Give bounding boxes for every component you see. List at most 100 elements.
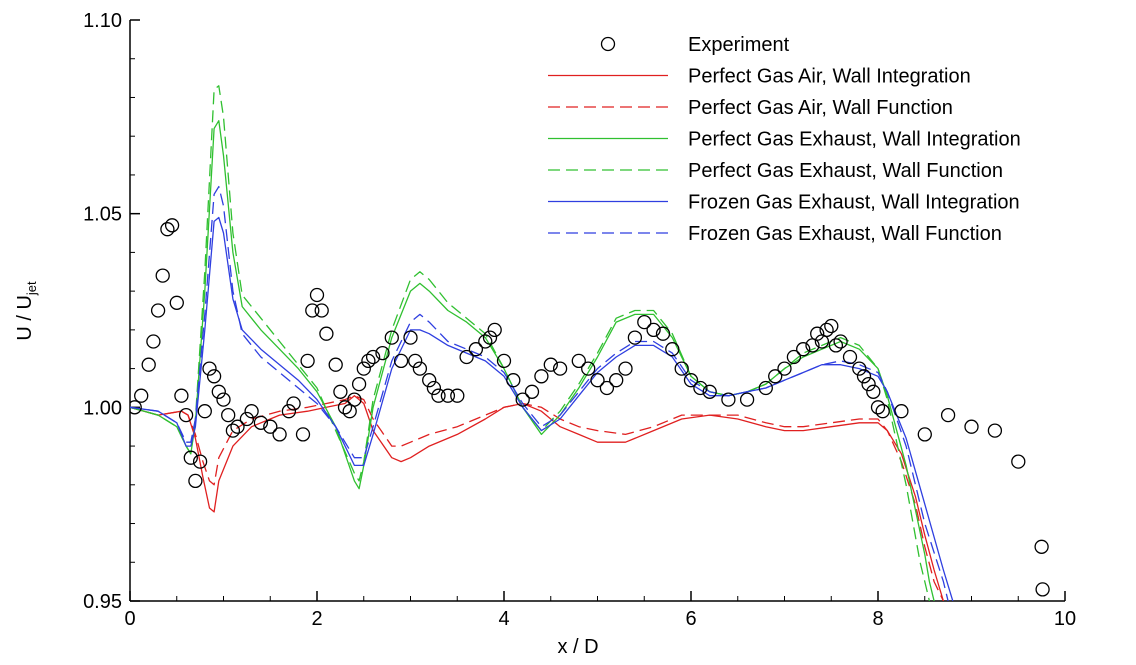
experiment-point [683,373,699,388]
x-tick-label: 8 [872,608,883,630]
experiment-point [758,380,773,396]
experiment-point [894,404,909,419]
experiment-point [160,222,175,237]
experiment-point [1035,582,1050,597]
x-tick-label: 10 [1054,608,1076,630]
experiment-point [206,369,222,384]
experiment-point [450,388,465,403]
experiment-point [796,342,811,357]
experiment-point [183,450,198,465]
experiment-point [810,326,825,341]
experiment-point [609,373,624,388]
experiment-point [440,388,456,403]
experiment-point [244,404,259,419]
experiment-point [216,392,231,407]
series-line [130,395,945,601]
experiment-point [637,314,652,330]
experiment-point [571,353,586,369]
experiment-point [777,361,792,376]
experiment-point [253,415,269,430]
experiment-point [295,427,311,442]
experiment-point [917,427,932,442]
series-line [130,185,949,601]
y-tick-label: 1.00 [83,397,122,419]
experiment-point [333,384,348,399]
series-line [130,395,944,601]
experiment-point [1034,539,1049,554]
x-tick-label: 4 [498,608,509,630]
experiment-point [866,384,881,399]
x-tick-label: 6 [685,608,696,630]
experiment-point [412,361,428,376]
experiment-point [192,454,208,469]
experiment-point [281,404,297,419]
experiment-point [655,326,671,341]
legend-label: Frozen Gas Exhaust, Wall Integration [688,192,1020,214]
experiment-point [599,380,615,396]
experiment-point [627,330,643,345]
tick-labels: 0 2 4 6 8 10 0.95 1.00 1.05 1.10 [83,10,1076,630]
experiment-point [870,400,886,415]
experiment-point [150,303,166,318]
experiment-point [309,287,325,303]
experiment-point [408,353,423,369]
experiment-point [856,369,872,384]
experiment-point [459,349,474,365]
experiment-point [422,373,437,388]
experiment-point [239,411,255,427]
y-axis-label-subscript: jet [24,281,39,296]
experiment-point [964,419,979,434]
experiment-point [272,427,287,442]
experiment-point [987,423,1003,438]
experiment-point [581,361,596,376]
experiment-point [130,400,142,415]
experiment-point [768,369,783,384]
experiment-point [721,392,736,407]
experiment-point [225,423,241,438]
y-tick-label: 1.05 [83,204,122,226]
legend-label: Experiment [688,34,790,56]
experiment-point [618,361,633,376]
legend-label: Perfect Gas Exhaust, Wall Function [688,160,1003,182]
series-line [130,216,954,601]
experiment-point [693,380,708,396]
experiment-point [515,392,530,407]
series-line [130,120,935,601]
experiment-point [319,326,334,341]
experiment-point [506,373,521,388]
experiment-point [146,334,161,349]
experiment-point [286,396,301,411]
legend: Experiment Perfect Gas Air, Wall Integrat… [548,34,1021,245]
experiment-point [534,369,549,384]
y-axis-label: U / Ujet [14,281,39,341]
series-layer [130,85,954,601]
experiment-point [384,330,399,345]
experiment-point [478,334,493,349]
experiment-point [178,407,194,423]
series-line [130,85,931,601]
experiment-point [134,388,149,403]
experiment-point [487,322,502,338]
x-tick-label: 2 [311,608,322,630]
experiment-point [833,334,848,349]
legend-label: Frozen Gas Exhaust, Wall Function [688,223,1002,245]
experiment-point [263,419,278,434]
y-axis-label-main: U / U [14,295,36,341]
experiment-point [230,419,245,434]
experiment-point [552,361,568,376]
experiment-point [524,384,540,399]
legend-label: Perfect Gas Exhaust, Wall Integration [688,129,1021,151]
experiment-point [337,400,353,415]
experiment-point [646,322,661,338]
experiment-point [824,318,839,334]
experiment-point [842,349,858,365]
experiment-point [174,388,189,403]
experiment-point [300,353,315,369]
experiment-point [431,388,446,403]
experiment-point [403,330,418,345]
experiment-point [188,473,203,489]
experiment-point [496,353,512,369]
experiment-point [197,404,212,419]
experiment-point [852,361,867,376]
